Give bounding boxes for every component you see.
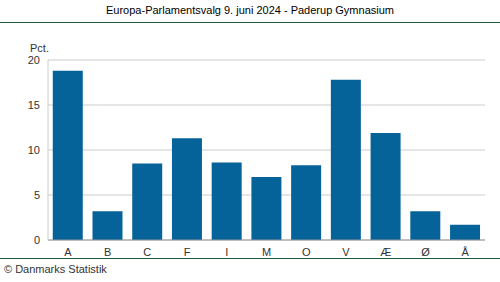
svg-text:Å: Å [461, 246, 469, 258]
svg-text:5: 5 [34, 189, 40, 201]
svg-text:Ø: Ø [421, 246, 430, 258]
svg-text:O: O [302, 246, 311, 258]
svg-text:A: A [64, 246, 72, 258]
svg-text:F: F [184, 246, 191, 258]
html-text:© Danmarks Statistik: © Danmarks Statistik [4, 263, 107, 275]
svg-text:Æ: Æ [380, 246, 391, 258]
html-text:Pct.: Pct. [30, 42, 49, 54]
svg-text:20: 20 [28, 54, 40, 66]
svg-text:0: 0 [34, 234, 40, 246]
html-text:Europa-Parlamentsvalg 9. juni: Europa-Parlamentsvalg 9. juni 2024 - Pad… [106, 4, 394, 16]
svg-text:M: M [262, 246, 271, 258]
svg-text:C: C [143, 246, 151, 258]
svg-text:I: I [225, 246, 228, 258]
svg-text:15: 15 [28, 99, 40, 111]
svg-text:V: V [342, 246, 350, 258]
svg-text:10: 10 [28, 144, 40, 156]
svg-text:B: B [104, 246, 111, 258]
